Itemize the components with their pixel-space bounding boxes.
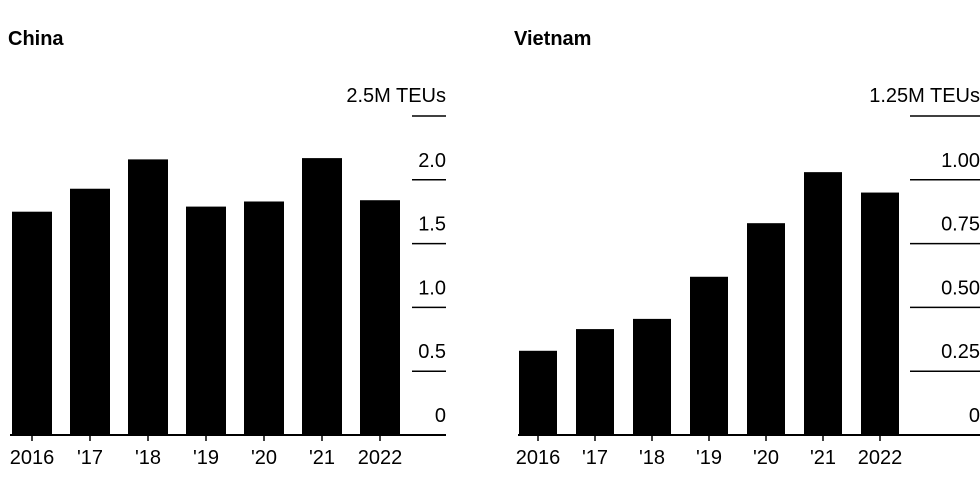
x-tick-label: '21 bbox=[309, 447, 335, 469]
x-tick-label: '17 bbox=[77, 447, 103, 469]
vietnam-chart-panel: Vietnam 1.25M TEUs 0 0.25 0.50 0.75 1.00 2016 '… bbox=[506, 0, 980, 492]
y-tick-label: 0.75 bbox=[941, 214, 980, 236]
china-chart: 2.5M TEUs 0 0.5 1.0 1.5 2.0 2016 '17 '18 '19 '20 '2… bbox=[10, 85, 446, 469]
x-tick-label: 2016 bbox=[10, 447, 55, 469]
china-chart-panel: China 2.5M TEUs 0 0.5 1.0 1.5 2.0 2016 '17 '18 '1… bbox=[0, 0, 460, 492]
y-tick-label: 0.25 bbox=[941, 341, 980, 363]
x-tick-label: 2022 bbox=[858, 447, 903, 469]
x-tick-label: 2016 bbox=[516, 447, 561, 469]
bar-17 bbox=[576, 329, 614, 435]
bar-2022 bbox=[360, 200, 400, 435]
y-tick-label: 1.00 bbox=[941, 150, 980, 172]
bar-18 bbox=[128, 159, 168, 435]
bar-21 bbox=[302, 158, 342, 435]
y-tick-label: 0 bbox=[969, 405, 980, 427]
vietnam-chart: 1.25M TEUs 0 0.25 0.50 0.75 1.00 2016 '17 '18 '19… bbox=[516, 85, 980, 469]
unit-label: 1.25M TEUs bbox=[869, 85, 980, 107]
bar-2022 bbox=[861, 192, 899, 435]
x-tick-label: '20 bbox=[251, 447, 277, 469]
bar-19 bbox=[690, 276, 728, 435]
y-tick-label: 0.50 bbox=[941, 277, 980, 299]
y-tick-label: 0.5 bbox=[418, 341, 446, 363]
x-tick-label: '17 bbox=[582, 447, 608, 469]
bar-21 bbox=[804, 172, 842, 436]
chart-title: Vietnam bbox=[514, 28, 592, 50]
x-tick-label: '20 bbox=[753, 447, 779, 469]
bar-19 bbox=[186, 206, 226, 435]
x-tick-label: '19 bbox=[193, 447, 219, 469]
bar-20 bbox=[747, 223, 785, 435]
x-tick-label: '18 bbox=[135, 447, 161, 469]
y-tick-label: 0 bbox=[435, 405, 446, 427]
bar-20 bbox=[244, 201, 284, 435]
bar-2016 bbox=[519, 350, 557, 435]
bar-2016 bbox=[12, 211, 52, 435]
unit-label: 2.5M TEUs bbox=[346, 85, 446, 107]
x-tick-label: '21 bbox=[810, 447, 836, 469]
chart-title: China bbox=[8, 28, 64, 50]
y-tick-label: 1.5 bbox=[418, 214, 446, 236]
x-tick-label: 2022 bbox=[358, 447, 403, 469]
x-tick-label: '18 bbox=[639, 447, 665, 469]
x-tick-label: '19 bbox=[696, 447, 722, 469]
bar-17 bbox=[70, 188, 110, 435]
y-tick-label: 2.0 bbox=[418, 150, 446, 172]
y-tick-label: 1.0 bbox=[418, 277, 446, 299]
bar-18 bbox=[633, 318, 671, 435]
